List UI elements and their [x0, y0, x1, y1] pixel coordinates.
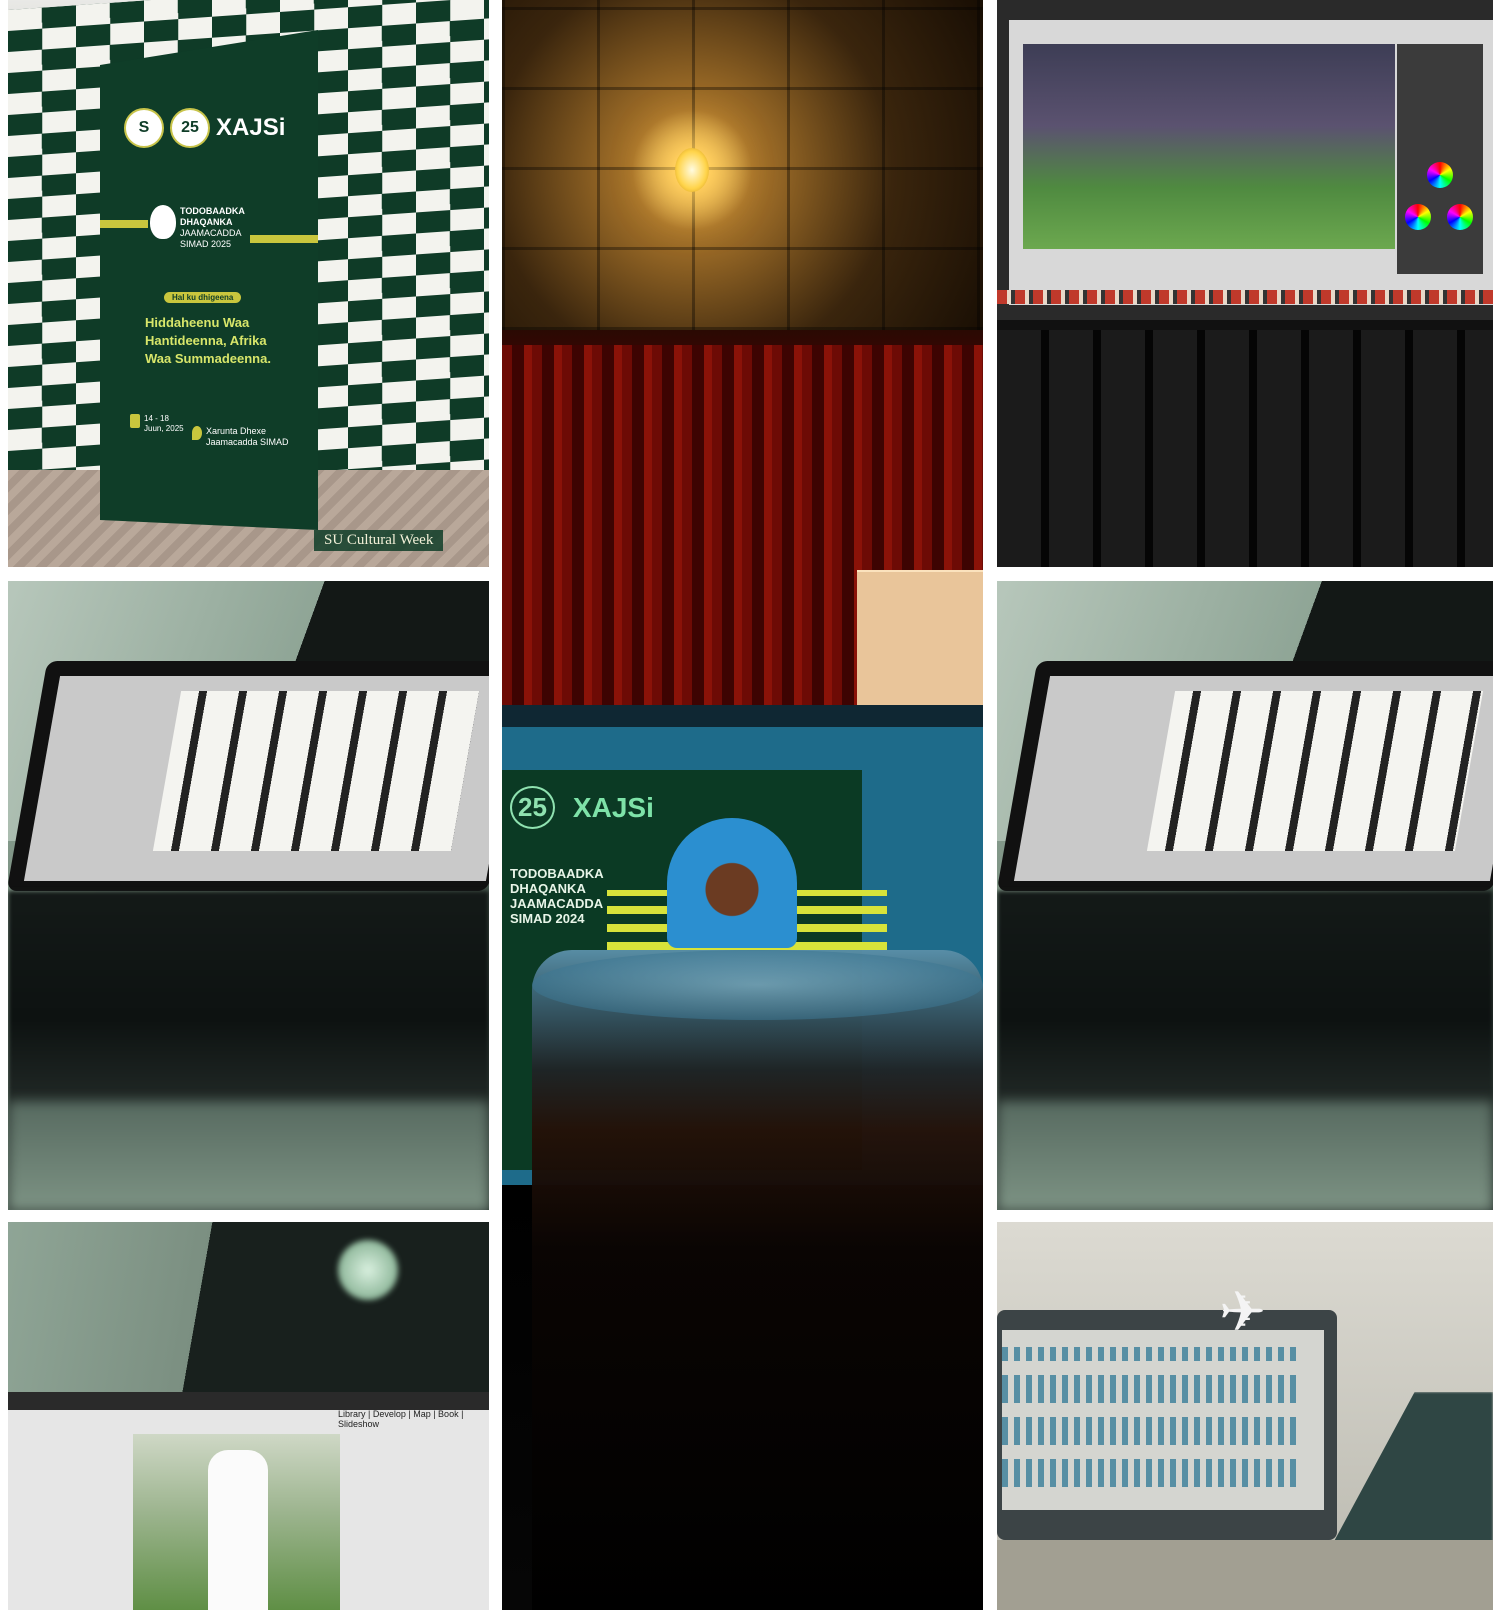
event-title-line: DHAQANKA — [180, 217, 233, 227]
filmstrip — [997, 290, 1493, 304]
design-title-line: DHAQANKA — [510, 881, 586, 896]
photo-laptop-portrait: Library | Develop | Map | Book | Slidesh… — [8, 1222, 489, 1610]
pot-icon — [150, 205, 176, 239]
event-date: Juun, 2025 — [144, 424, 184, 433]
desk — [8, 1101, 489, 1210]
slogan-line: Hantideenna, Afrika — [145, 333, 267, 348]
glass-rim — [532, 950, 983, 1020]
glass-of-tea — [532, 950, 983, 1610]
event-title-line: SIMAD 2025 — [180, 239, 232, 249]
color-wheel-icon — [1427, 162, 1453, 188]
photo-blurred-laptop — [997, 581, 1493, 1210]
yellow-stripe — [100, 220, 148, 228]
photo-cup-and-screen: 25 XAJSi TODOBAADKA DHAQANKA JAAMACADDA … — [502, 0, 983, 1610]
color-wheel-icon — [1405, 204, 1431, 230]
edited-photo — [1023, 44, 1395, 249]
tag-pill: Hal ku dhigeena — [164, 292, 242, 303]
calendar-icon — [130, 414, 140, 428]
photo-banner-wall: S 25 XAJSi TODOBAADKA DHAQANKA JAAMACADD… — [8, 0, 489, 567]
keyboard — [997, 330, 1493, 567]
wall — [8, 1222, 489, 1392]
group-photo — [152, 691, 480, 851]
airplane-icon: ✈ — [1219, 1280, 1266, 1343]
design-title-line: TODOBAADKA — [510, 866, 604, 881]
desk — [997, 1101, 1493, 1210]
yellow-stripe — [250, 235, 318, 243]
system-menu-bar — [8, 1392, 489, 1410]
light-bulb — [675, 148, 709, 192]
app-toolbar — [502, 705, 983, 727]
anniversary-logo: 25 — [170, 108, 210, 148]
event-banner: S 25 XAJSi TODOBAADKA DHAQANKA JAAMACADD… — [100, 30, 318, 530]
develop-panel — [1397, 44, 1483, 274]
brand-name: XAJSi — [216, 114, 286, 141]
photo-caption: SU Cultural Week — [314, 530, 444, 551]
brand-name: XAJSi — [572, 791, 654, 823]
anniversary-logo: 25 — [510, 786, 555, 829]
design-title-line: JAAMACADDA — [510, 896, 604, 911]
event-title-line: JAAMACADDA — [180, 228, 242, 238]
thumbnail-grid — [1002, 1347, 1302, 1487]
photo-blurred-laptop — [8, 581, 489, 1210]
photo-laptop-faded: ✈ — [997, 1222, 1493, 1610]
color-wheel-icon — [1447, 204, 1473, 230]
coffered-ceiling — [502, 0, 983, 330]
slogan-line: Waa Summadeenna. — [145, 351, 271, 366]
module-picker: Library | Develop | Map | Book | Slidesh… — [338, 1409, 464, 1429]
university-logo: S — [124, 108, 164, 148]
slogan-line: Hiddaheenu Waa — [145, 315, 250, 330]
cabinet — [857, 570, 983, 712]
event-date: 14 - 18 — [144, 414, 169, 423]
portrait-subject — [208, 1450, 268, 1610]
event-title-line: TODOBAADKA — [180, 206, 245, 216]
portrait-subject — [667, 818, 797, 948]
desk — [997, 1540, 1493, 1610]
event-venue: Jaamacadda SIMAD — [206, 437, 289, 447]
photo-laptop-editing — [997, 0, 1493, 567]
group-photo — [1146, 691, 1483, 851]
event-venue: Xarunta Dhexe — [206, 426, 267, 436]
design-title-line: SIMAD 2024 — [510, 911, 585, 926]
bokeh-light — [338, 1240, 398, 1300]
location-icon — [192, 426, 202, 440]
